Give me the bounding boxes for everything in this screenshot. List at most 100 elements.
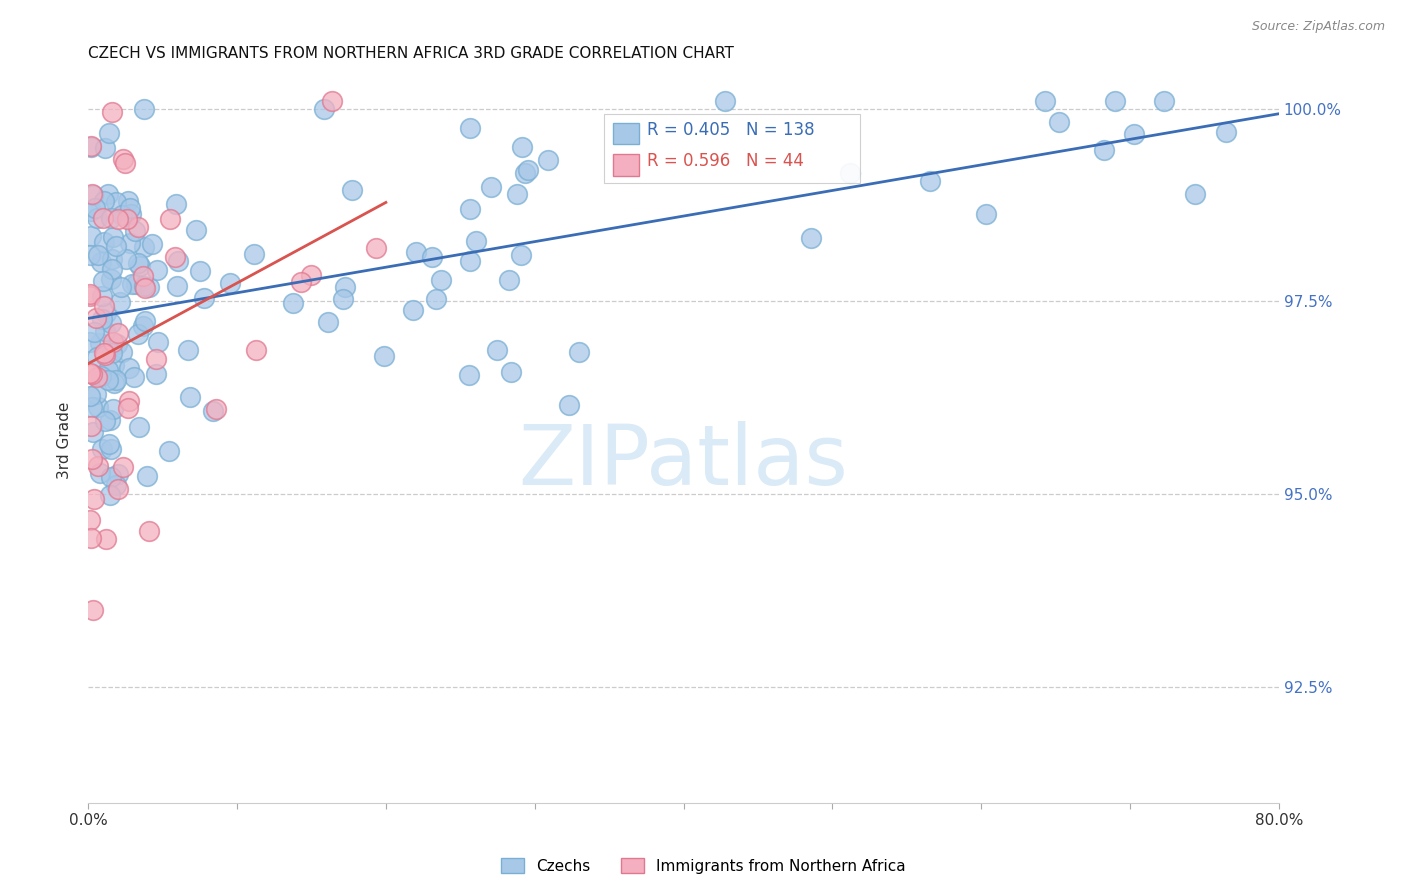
- Point: [464, 234, 486, 248]
- Point: [205, 401, 228, 416]
- Point: [108, 295, 131, 310]
- Point: [332, 292, 354, 306]
- Point: [568, 344, 591, 359]
- Point: [1033, 94, 1056, 108]
- Point: [131, 318, 153, 333]
- Point: [201, 404, 224, 418]
- Point: [1153, 94, 1175, 108]
- Point: [80, 452, 103, 467]
- Text: R = 0.596   N = 44: R = 0.596 N = 44: [647, 152, 803, 169]
- Point: [83, 325, 105, 339]
- Point: [134, 281, 156, 295]
- Point: [79, 389, 101, 403]
- Point: [103, 376, 125, 390]
- Point: [93, 235, 115, 249]
- Point: [485, 343, 508, 357]
- Point: [117, 401, 139, 415]
- Text: R = 0.405   N = 138: R = 0.405 N = 138: [647, 121, 814, 139]
- Point: [79, 366, 101, 380]
- Point: [132, 269, 155, 284]
- Point: [134, 240, 156, 254]
- Point: [127, 327, 149, 342]
- Point: [98, 488, 121, 502]
- FancyBboxPatch shape: [603, 114, 860, 183]
- Point: [110, 280, 132, 294]
- Point: [122, 369, 145, 384]
- Point: [101, 345, 124, 359]
- Point: [100, 252, 122, 267]
- Point: [80, 140, 103, 154]
- Point: [93, 345, 115, 359]
- Point: [458, 254, 481, 268]
- Point: [145, 352, 167, 367]
- Point: [107, 212, 129, 227]
- Point: [134, 279, 156, 293]
- Point: [114, 156, 136, 170]
- Point: [188, 264, 211, 278]
- Point: [80, 531, 103, 545]
- Point: [127, 219, 149, 234]
- Point: [82, 603, 104, 617]
- Point: [118, 361, 141, 376]
- Point: [1215, 125, 1237, 139]
- Point: [94, 140, 117, 154]
- Point: [100, 442, 122, 457]
- Point: [405, 245, 427, 260]
- Point: [118, 201, 141, 215]
- Point: [1184, 186, 1206, 201]
- Point: [79, 513, 101, 527]
- Point: [430, 273, 453, 287]
- Point: [89, 336, 111, 351]
- Point: [290, 275, 312, 289]
- Point: [111, 344, 134, 359]
- Point: [94, 532, 117, 546]
- Point: [506, 186, 529, 201]
- Point: [316, 315, 339, 329]
- Point: [124, 224, 146, 238]
- Point: [117, 211, 139, 226]
- Point: [148, 334, 170, 349]
- FancyBboxPatch shape: [613, 153, 640, 176]
- Legend: Czechs, Immigrants from Northern Africa: Czechs, Immigrants from Northern Africa: [495, 852, 911, 880]
- Point: [145, 367, 167, 381]
- Point: [80, 229, 103, 244]
- Point: [373, 349, 395, 363]
- Point: [141, 236, 163, 251]
- Point: [100, 316, 122, 330]
- Point: [101, 230, 124, 244]
- Point: [101, 262, 124, 277]
- Point: [1092, 143, 1115, 157]
- Text: Source: ZipAtlas.com: Source: ZipAtlas.com: [1251, 20, 1385, 33]
- Point: [107, 326, 129, 340]
- Point: [120, 206, 142, 220]
- Point: [93, 194, 115, 208]
- Point: [107, 467, 129, 481]
- Point: [839, 166, 862, 180]
- Point: [100, 469, 122, 483]
- Point: [104, 194, 127, 209]
- Point: [91, 211, 114, 226]
- Point: [91, 442, 114, 456]
- Point: [121, 277, 143, 291]
- Point: [94, 325, 117, 339]
- Point: [510, 248, 533, 262]
- Point: [242, 246, 264, 260]
- Point: [177, 343, 200, 357]
- Point: [314, 102, 336, 116]
- Point: [104, 373, 127, 387]
- Point: [97, 363, 120, 377]
- FancyBboxPatch shape: [613, 122, 640, 145]
- Point: [132, 102, 155, 116]
- Point: [321, 94, 343, 108]
- Point: [90, 369, 112, 384]
- Text: CZECH VS IMMIGRANTS FROM NORTHERN AFRICA 3RD GRADE CORRELATION CHART: CZECH VS IMMIGRANTS FROM NORTHERN AFRICA…: [89, 46, 734, 62]
- Point: [97, 187, 120, 202]
- Point: [90, 289, 112, 303]
- Point: [83, 201, 105, 215]
- Point: [401, 302, 423, 317]
- Point: [138, 280, 160, 294]
- Point: [299, 268, 322, 283]
- Point: [79, 248, 101, 262]
- Point: [179, 390, 201, 404]
- Point: [128, 420, 150, 434]
